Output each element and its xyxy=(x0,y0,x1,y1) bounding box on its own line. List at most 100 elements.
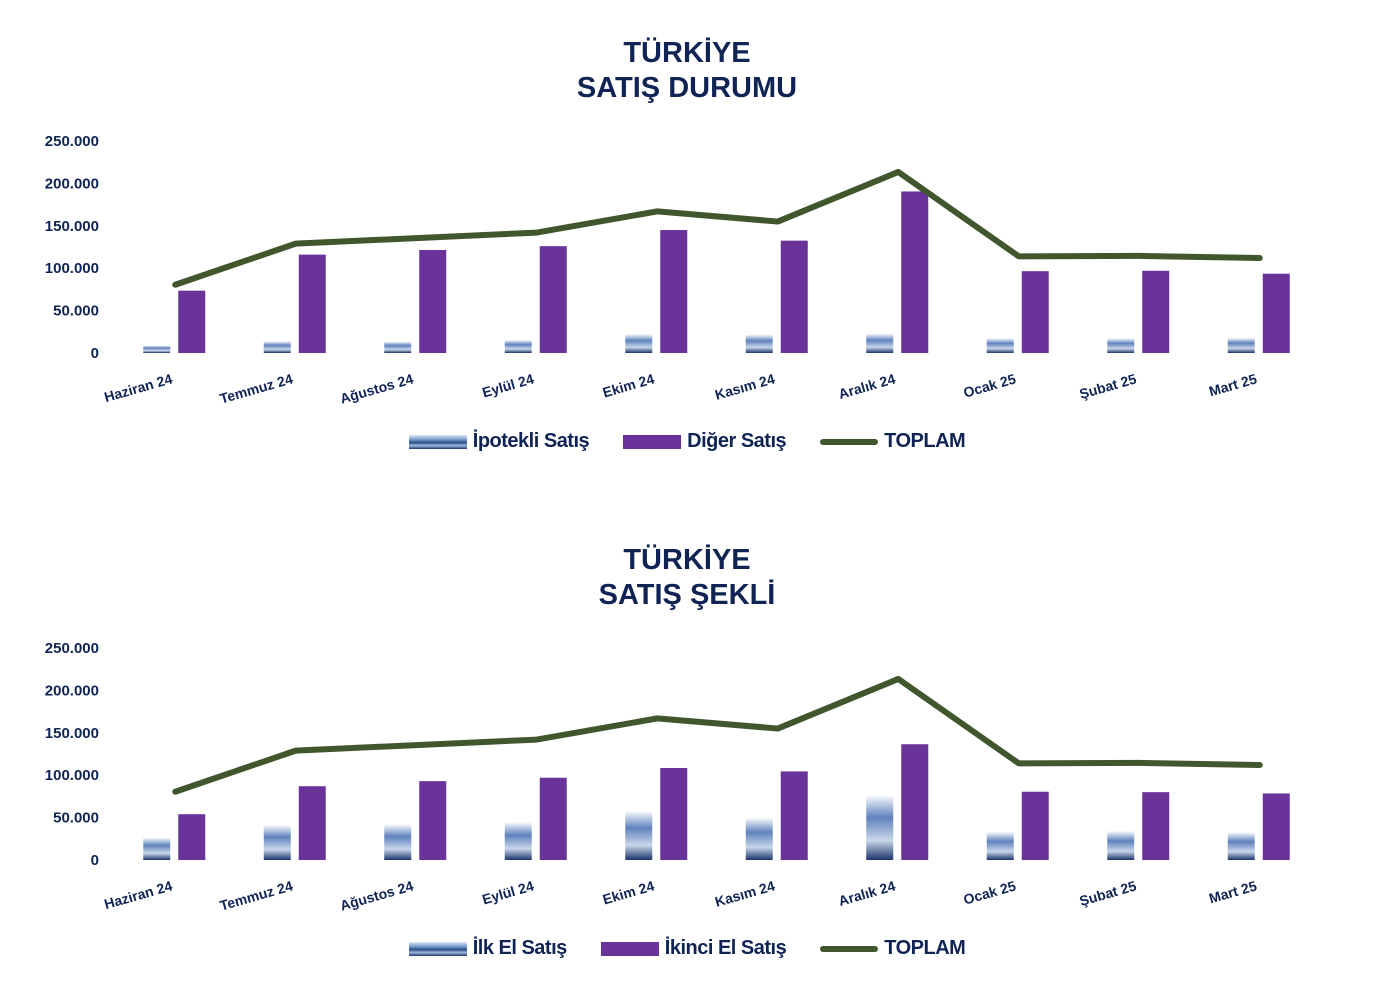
bar-secondary xyxy=(1262,793,1290,860)
y-tick-label: 50.000 xyxy=(53,810,99,827)
x-tick-label: Ocak 25 xyxy=(962,877,1018,907)
bar-secondary xyxy=(1142,270,1170,353)
y-tick-label: 0 xyxy=(91,345,99,362)
x-tick-label: Aralık 24 xyxy=(837,370,898,402)
chart-title: TÜRKİYE SATIŞ DURUMU xyxy=(0,36,1374,106)
bar-secondary xyxy=(1021,791,1049,860)
x-tick-label: Temmuz 24 xyxy=(218,370,295,406)
legend-swatch-first-hand xyxy=(408,941,467,956)
y-tick-label: 100.000 xyxy=(45,767,99,784)
bar-primary xyxy=(143,837,171,860)
chart-title-line1: TÜRKİYE xyxy=(623,37,751,69)
legend-item-second-hand: İkinci El Satış xyxy=(600,937,787,960)
legend-swatch-mortgage xyxy=(408,434,467,449)
x-tick-label: Ağustos 24 xyxy=(338,877,415,913)
x-tick-label: Eylül 24 xyxy=(480,370,535,400)
x-tick-label: Haziran 24 xyxy=(102,877,174,912)
bar-primary xyxy=(745,334,773,353)
chart-title-line2: SATIŞ DURUMU xyxy=(576,72,798,104)
legend-item-first-hand: İlk El Satış xyxy=(408,937,568,960)
legend-item-total: TOPLAM xyxy=(820,430,966,453)
x-tick-label: Kasım 24 xyxy=(713,370,777,402)
legend-swatch-other xyxy=(623,434,682,449)
x-tick-label: Şubat 25 xyxy=(1078,370,1139,402)
bar-primary xyxy=(866,794,894,860)
bar-primary xyxy=(625,333,653,353)
chart-legend: İlk El Satış İkinci El Satış TOPLAM xyxy=(0,937,1374,960)
legend-swatch-total xyxy=(820,945,879,952)
bar-secondary xyxy=(1262,273,1290,353)
x-tick-label: Temmuz 24 xyxy=(218,877,295,913)
chart-plot: 250.000 200.000 150.000 100.000 50.000 0Hazir… xyxy=(45,640,1290,914)
bar-secondary xyxy=(298,254,326,353)
bar-primary xyxy=(1107,830,1135,860)
legend-swatch-total xyxy=(820,438,879,445)
x-tick-label: Kasım 24 xyxy=(713,877,777,909)
x-tick-label: Ekim 24 xyxy=(601,370,656,400)
bar-primary xyxy=(745,817,773,860)
bar-secondary xyxy=(901,744,929,860)
bar-primary xyxy=(1227,337,1255,353)
x-tick-label: Eylül 24 xyxy=(480,877,535,907)
chart-title: TÜRKİYE SATIŞ ŞEKLİ xyxy=(0,543,1374,613)
legend-label-second-hand: İkinci El Satış xyxy=(664,937,787,959)
y-tick-label: 250.000 xyxy=(45,640,99,657)
bar-secondary xyxy=(539,246,567,353)
x-tick-label: Mart 25 xyxy=(1207,877,1259,906)
y-tick-label: 250.000 xyxy=(45,133,99,150)
bar-secondary xyxy=(539,777,567,860)
bar-primary xyxy=(143,345,171,353)
legend-item-mortgage: İpotekli Satış xyxy=(408,430,590,453)
bar-primary xyxy=(263,824,291,860)
bar-primary xyxy=(1227,832,1255,860)
x-tick-label: Ocak 25 xyxy=(962,370,1018,400)
line-total xyxy=(172,168,1263,288)
bar-secondary xyxy=(419,781,447,860)
legend-label-mortgage: İpotekli Satış xyxy=(472,430,590,452)
y-tick-label: 100.000 xyxy=(45,260,99,277)
bar-secondary xyxy=(1142,792,1170,860)
bar-secondary xyxy=(1021,271,1049,353)
legend-swatch-second-hand xyxy=(600,941,659,956)
sales-status-chart: TÜRKİYE SATIŞ DURUMU 250.000 200.000 150.0… xyxy=(0,0,1400,498)
line-total xyxy=(172,675,1263,795)
y-tick-label: 0 xyxy=(91,852,99,869)
bar-secondary xyxy=(178,814,206,860)
legend-label-other: Diğer Satış xyxy=(687,430,787,452)
bar-secondary xyxy=(419,249,447,353)
sales-type-chart: TÜRKİYE SATIŞ ŞEKLİ 250.000 200.000 150.00… xyxy=(0,507,1400,1005)
bar-secondary xyxy=(660,767,688,860)
chart-title-line2: SATIŞ ŞEKLİ xyxy=(598,579,776,611)
bar-primary xyxy=(986,831,1014,860)
bar-primary xyxy=(263,341,291,353)
bar-primary xyxy=(504,821,532,860)
x-tick-label: Haziran 24 xyxy=(102,370,174,405)
x-tick-label: Aralık 24 xyxy=(837,877,898,909)
bar-secondary xyxy=(178,290,206,353)
bar-primary xyxy=(504,339,532,353)
y-tick-label: 50.000 xyxy=(53,303,99,320)
x-tick-label: Mart 25 xyxy=(1207,370,1259,399)
bar-primary xyxy=(384,823,412,860)
bar-secondary xyxy=(298,786,326,860)
bar-primary xyxy=(1107,338,1135,353)
x-tick-label: Şubat 25 xyxy=(1078,877,1139,909)
bar-secondary xyxy=(780,771,808,860)
bar-primary xyxy=(986,338,1014,353)
bar-primary xyxy=(866,333,894,353)
legend-label-total: TOPLAM xyxy=(884,937,966,959)
bar-secondary xyxy=(780,240,808,353)
chart-title-line1: TÜRKİYE xyxy=(623,544,751,576)
legend-label-total: TOPLAM xyxy=(884,430,966,452)
legend-item-other: Diğer Satış xyxy=(623,430,787,453)
chart-plot: 250.000 200.000 150.000 100.000 50.000 0Hazir… xyxy=(45,133,1290,407)
y-tick-label: 150.000 xyxy=(45,725,99,742)
bar-primary xyxy=(625,810,653,860)
chart-legend: İpotekli Satış Diğer Satış TOPLAM xyxy=(0,430,1374,453)
legend-label-first-hand: İlk El Satış xyxy=(472,937,568,959)
x-tick-label: Ekim 24 xyxy=(601,877,656,907)
bar-primary xyxy=(384,341,412,353)
bar-secondary xyxy=(901,191,929,353)
y-tick-label: 150.000 xyxy=(45,218,99,235)
x-tick-label: Ağustos 24 xyxy=(338,370,415,406)
